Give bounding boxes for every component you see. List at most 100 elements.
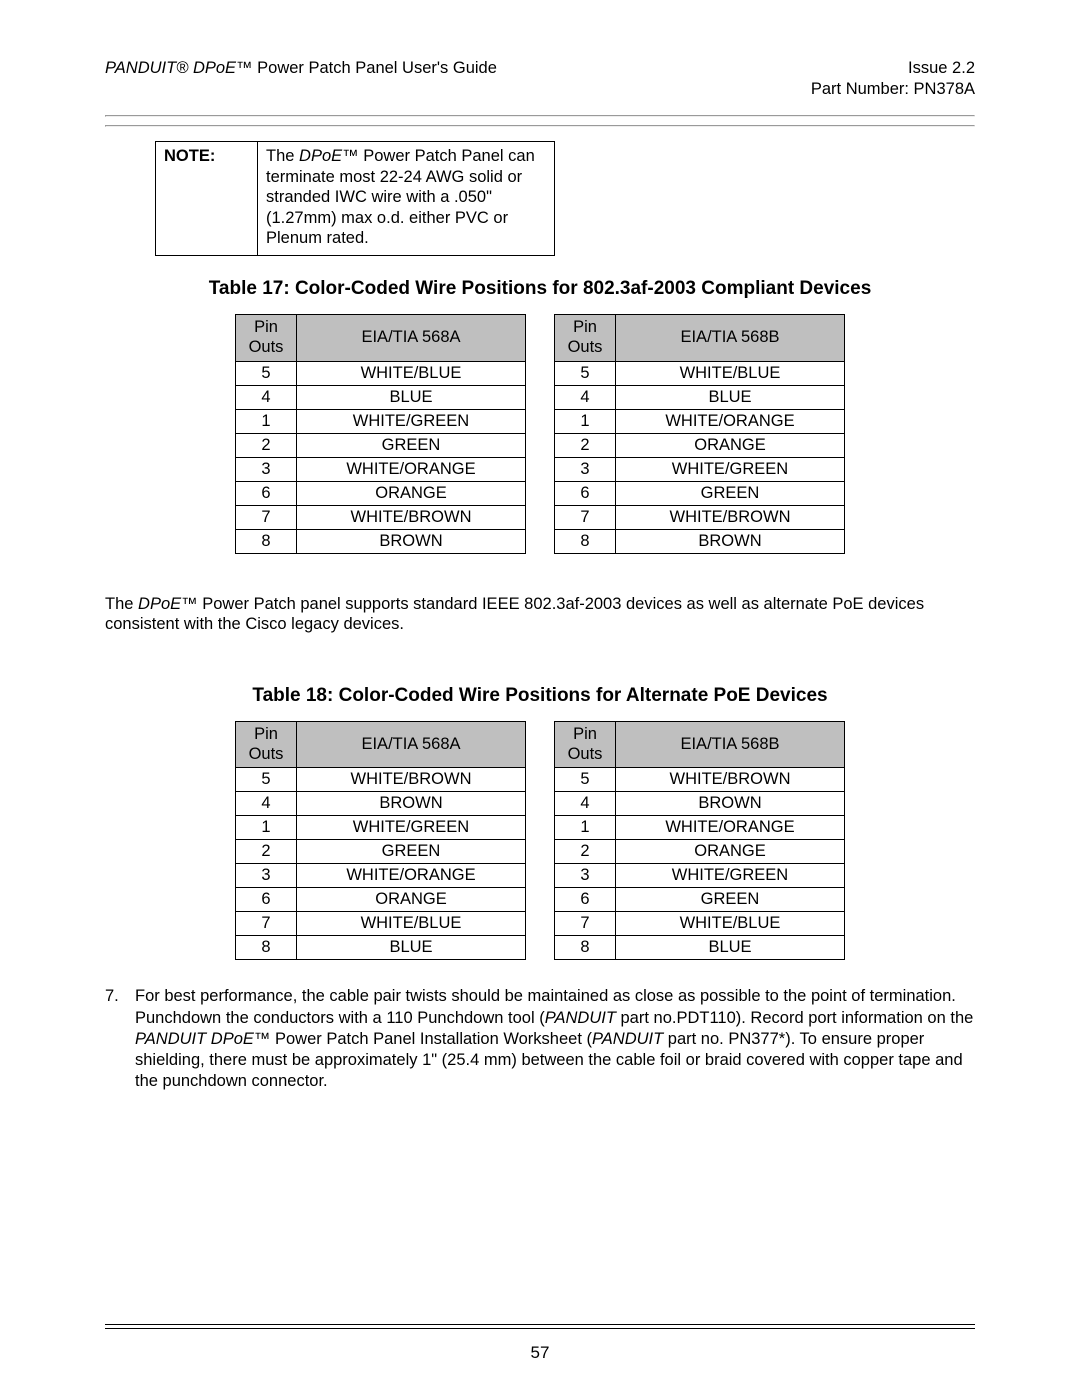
i7-s2: part no.PDT110). Record port information… [616, 1009, 973, 1027]
footer-rule [105, 1324, 975, 1329]
i7-i1: PANDUIT [545, 1009, 616, 1027]
value-cell: GREEN [616, 481, 845, 505]
pin-cell: 5 [236, 768, 297, 792]
table-row: 8BROWN [555, 529, 845, 553]
pin-cell: 7 [236, 505, 297, 529]
value-cell: BROWN [297, 792, 526, 816]
pin-cell: 3 [236, 864, 297, 888]
table-row: 4BROWN [236, 792, 526, 816]
page-header: PANDUIT® DPoE™ Power Patch Panel User's … [105, 58, 975, 101]
t17r-head-val: EIA/TIA 568B [616, 315, 845, 362]
pin-cell: 1 [236, 816, 297, 840]
table-row: 1WHITE/GREEN [236, 816, 526, 840]
table17-left: Pin Outs EIA/TIA 568A 5WHITE/BLUE4BLUE1W… [235, 314, 526, 554]
table-row: 4BLUE [555, 385, 845, 409]
pin-cell: 6 [236, 481, 297, 505]
pin-cell: 7 [555, 912, 616, 936]
pin-cell: 3 [555, 864, 616, 888]
value-cell: ORANGE [616, 433, 845, 457]
table17-pair: Pin Outs EIA/TIA 568A 5WHITE/BLUE4BLUE1W… [105, 314, 975, 554]
pin-cell: 2 [555, 840, 616, 864]
value-cell: ORANGE [297, 481, 526, 505]
pin-cell: 2 [236, 840, 297, 864]
header-issue: Issue 2.2 [811, 58, 975, 79]
header-product: DPoE™ [188, 59, 252, 77]
table-row: 1WHITE/ORANGE [555, 816, 845, 840]
header-right: Issue 2.2 Part Number: PN378A [811, 58, 975, 101]
i7-s3: Power Patch Panel Installation Worksheet… [270, 1030, 592, 1048]
pin-cell: 8 [555, 529, 616, 553]
pin-cell: 4 [236, 385, 297, 409]
value-cell: WHITE/BROWN [297, 505, 526, 529]
value-cell: BROWN [297, 529, 526, 553]
pin-cell: 3 [236, 457, 297, 481]
pin-cell: 4 [236, 792, 297, 816]
table-row: 8BROWN [236, 529, 526, 553]
table-row: 3WHITE/GREEN [555, 457, 845, 481]
table-row: 4BROWN [555, 792, 845, 816]
table18-right: Pin Outs EIA/TIA 568B 5WHITE/BROWN4BROWN… [554, 721, 845, 961]
value-cell: WHITE/BROWN [297, 768, 526, 792]
mid-paragraph: The DPoE™ Power Patch panel supports sta… [105, 594, 975, 635]
value-cell: WHITE/BLUE [616, 361, 845, 385]
table-row: 5WHITE/BLUE [555, 361, 845, 385]
table17-title: Table 17: Color-Coded Wire Positions for… [105, 278, 975, 300]
table18-left: Pin Outs EIA/TIA 568A 5WHITE/BROWN4BROWN… [235, 721, 526, 961]
t18r-head-pin: Pin Outs [555, 721, 616, 768]
table17-right: Pin Outs EIA/TIA 568B 5WHITE/BLUE4BLUE1W… [554, 314, 845, 554]
value-cell: WHITE/ORANGE [616, 816, 845, 840]
value-cell: WHITE/BROWN [616, 768, 845, 792]
header-partno: Part Number: PN378A [811, 79, 975, 100]
value-cell: WHITE/GREEN [616, 864, 845, 888]
table-row: 6ORANGE [236, 481, 526, 505]
value-cell: WHITE/ORANGE [297, 864, 526, 888]
pin-cell: 2 [555, 433, 616, 457]
i7-i2: PANDUIT DPoE™ [135, 1030, 270, 1048]
value-cell: BLUE [297, 936, 526, 960]
table-row: 7WHITE/BLUE [236, 912, 526, 936]
pin-cell: 7 [555, 505, 616, 529]
value-cell: GREEN [297, 840, 526, 864]
table-row: 6ORANGE [236, 888, 526, 912]
header-left: PANDUIT® DPoE™ Power Patch Panel User's … [105, 58, 497, 101]
note-pre: The [266, 147, 299, 165]
table-row: 1WHITE/GREEN [236, 409, 526, 433]
table-row: 2GREEN [236, 840, 526, 864]
t17r-body: 5WHITE/BLUE4BLUE1WHITE/ORANGE2ORANGE3WHI… [555, 361, 845, 553]
table-row: 5WHITE/BROWN [236, 768, 526, 792]
table-row: 3WHITE/ORANGE [236, 864, 526, 888]
mid-pre: The [105, 595, 138, 613]
i7-i3: PANDUIT [592, 1030, 663, 1048]
table-row: 7WHITE/BLUE [555, 912, 845, 936]
mid-post: Power Patch panel supports standard IEEE… [105, 595, 924, 634]
table-row: 3WHITE/ORANGE [236, 457, 526, 481]
page: PANDUIT® DPoE™ Power Patch Panel User's … [0, 0, 1080, 1397]
t17l-head-pin: Pin Outs [236, 315, 297, 362]
value-cell: GREEN [297, 433, 526, 457]
pin-cell: 8 [236, 529, 297, 553]
table-row: 6GREEN [555, 888, 845, 912]
table-row: 7WHITE/BROWN [236, 505, 526, 529]
table-row: 7WHITE/BROWN [555, 505, 845, 529]
pin-cell: 2 [236, 433, 297, 457]
pin-cell: 5 [236, 361, 297, 385]
value-cell: ORANGE [297, 888, 526, 912]
mid-italic: DPoE™ [138, 595, 198, 613]
pin-cell: 1 [555, 816, 616, 840]
pin-cell: 4 [555, 792, 616, 816]
value-cell: WHITE/GREEN [297, 816, 526, 840]
t18l-head-pin: Pin Outs [236, 721, 297, 768]
page-number: 57 [0, 1343, 1080, 1363]
pin-cell: 1 [236, 409, 297, 433]
table-row: 3WHITE/GREEN [555, 864, 845, 888]
value-cell: WHITE/BLUE [616, 912, 845, 936]
t17l-body: 5WHITE/BLUE4BLUE1WHITE/GREEN2GREEN3WHITE… [236, 361, 526, 553]
value-cell: BLUE [616, 385, 845, 409]
table-row: 5WHITE/BROWN [555, 768, 845, 792]
pin-cell: 3 [555, 457, 616, 481]
value-cell: WHITE/GREEN [297, 409, 526, 433]
header-brand: PANDUIT [105, 59, 176, 77]
note-italic: DPoE™ [299, 147, 359, 165]
pin-cell: 6 [555, 481, 616, 505]
table-row: 2ORANGE [555, 840, 845, 864]
